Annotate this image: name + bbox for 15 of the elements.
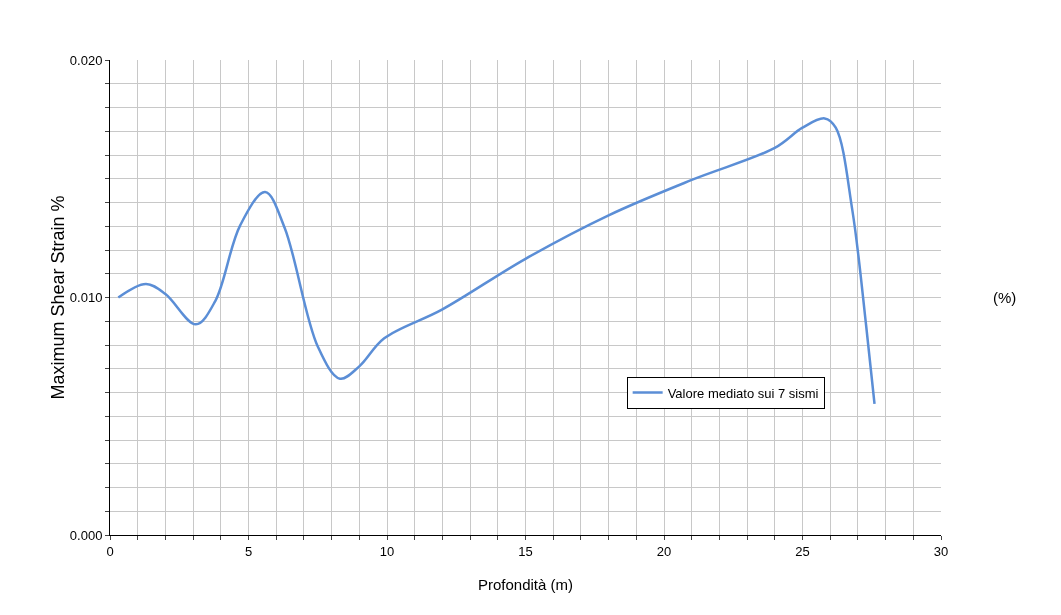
x-tick-label: 0 (106, 543, 114, 559)
y-tick-label: 0.020 (69, 52, 103, 68)
x-tick-label: 20 (656, 543, 672, 559)
x-tick-label: 25 (795, 543, 810, 559)
x-axis-title: Profondità (m) (477, 576, 574, 593)
text: (%) (993, 289, 1017, 306)
y-axis-title: Maximum Shear Strain % (47, 195, 68, 400)
x-tick-label: 5 (244, 543, 253, 559)
y-tick-label: 0.010 (69, 290, 103, 306)
x-tick-label: 15 (518, 543, 533, 559)
y-tick-label: 0.000 (69, 527, 103, 543)
x-tick-label: 10 (379, 543, 395, 559)
line-series (117, 117, 876, 406)
x-tick-label: 30 (933, 543, 949, 559)
legend-label: Valore mediato sui 7 sismi (667, 385, 819, 401)
